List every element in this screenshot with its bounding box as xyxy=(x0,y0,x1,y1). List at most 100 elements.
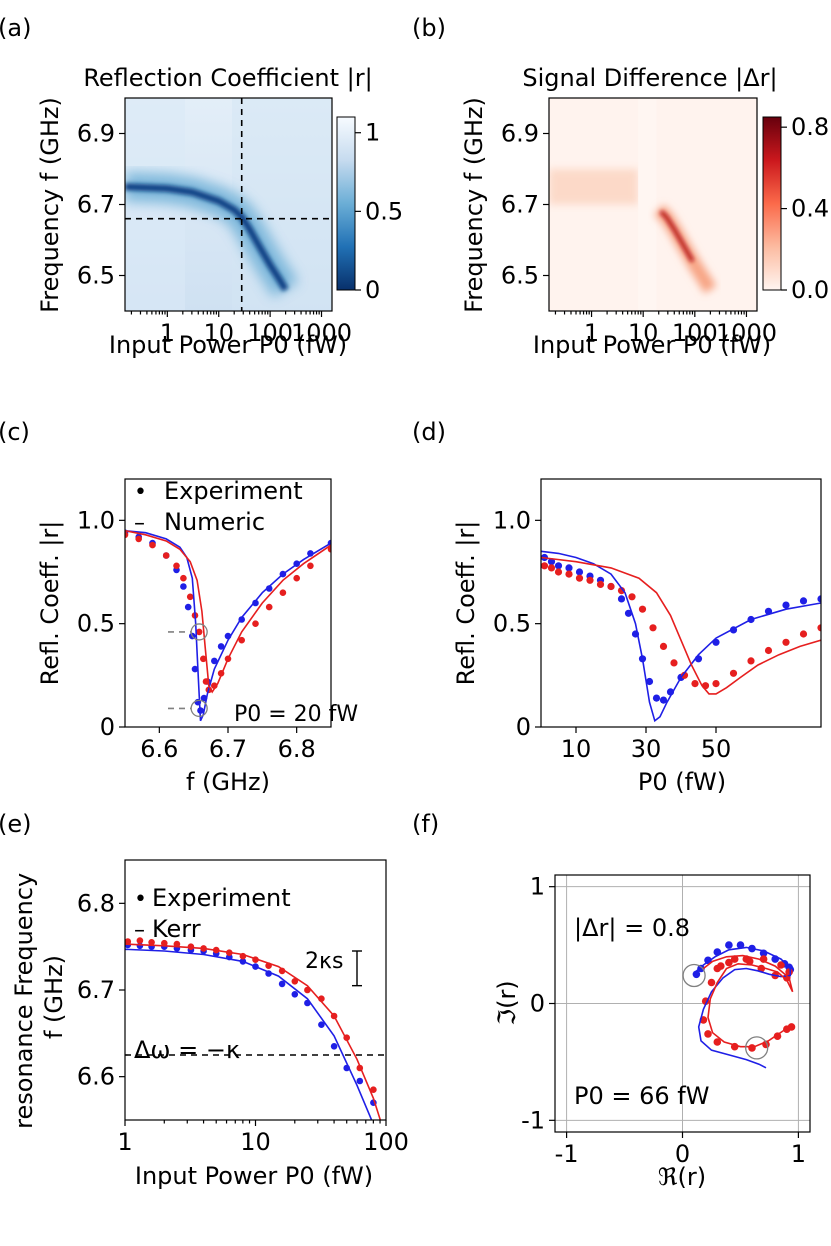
panel-f-plot xyxy=(692,941,796,1069)
panel-a-xtick-label: 1000 xyxy=(291,319,352,347)
panel-a-xtick-label: 10 xyxy=(203,319,234,347)
panel-e-point-blue xyxy=(291,991,299,998)
panel-a-ytick-label: 6.5 xyxy=(77,262,115,290)
panel-a-colorbar xyxy=(336,116,356,291)
panel-f-xtick-label: -1 xyxy=(555,1140,579,1168)
panel-c-line-blue xyxy=(125,529,331,722)
panel-c-point-red xyxy=(162,552,170,559)
panel-f-xlabel: ℜ(r) xyxy=(658,1163,706,1191)
panel-e-xtick-label: 1 xyxy=(117,1128,132,1156)
panel-a-title: Reflection Coefficient |r| xyxy=(83,64,372,92)
panel-e-point-blue xyxy=(330,1043,338,1050)
panel-f-xtick-label: 0 xyxy=(675,1140,690,1168)
panel-c-xlabel: f (GHz) xyxy=(186,768,270,796)
panel-e-legend-marker-kerr: – xyxy=(134,918,145,943)
panel-d-point-red xyxy=(782,638,790,646)
panel-c-marker-circle xyxy=(190,699,208,718)
panel-c: 6.6 6.7 6.800.51.0 • Experiment – Numeric … xyxy=(36,477,358,796)
panel-c-point-red xyxy=(173,562,180,570)
panel-b-heatmap xyxy=(549,98,757,311)
panel-f-point-blue xyxy=(725,941,733,949)
panel-c-point-blue xyxy=(211,657,218,665)
panel-a-ylabel: Frequency f (GHz) xyxy=(36,97,64,313)
panel-d: 10 30 50 0 0.5 1.0 P0 (fW) Refl. Coeff. |r| xyxy=(452,478,822,796)
panel-b-colorbar-tick-label: 0.4 xyxy=(791,195,829,223)
panel-c-ylabel: Refl. Coeff. |r| xyxy=(36,521,64,686)
panel-d-point-red xyxy=(649,624,657,632)
panel-d-point-blue xyxy=(652,694,661,702)
panel-e: 1 10 100 6.6 6.7 6.8 • Experiment – Kerr Δω =… xyxy=(10,859,409,1190)
panel-d-xtick-label: 10 xyxy=(561,735,592,763)
panel-f-ylabel: ℑ(r) xyxy=(493,980,521,1025)
panel-c-point-red xyxy=(125,531,129,539)
panel-f-xtick-label: 1 xyxy=(791,1140,806,1168)
panel-f-axes: -1 0 1 -1 0 1 xyxy=(521,873,806,1168)
panel-f-point-red xyxy=(717,962,725,970)
panel-e-ylabel-line1: resonance Frequency xyxy=(10,873,38,1129)
panel-f: -1 0 1 -1 0 1 |Δr| = 0.8 P0 = 66 fW ℜ(r) ℑ(r) xyxy=(493,873,811,1191)
panel-b-colorbar-tick-label: 0.8 xyxy=(791,113,829,141)
panel-e-point-red xyxy=(125,938,132,945)
panel-c-xtick-label: 6.6 xyxy=(140,735,178,763)
panel-a-heatmap xyxy=(125,98,332,311)
panel-f-annotation-dr: |Δr| = 0.8 xyxy=(574,914,690,942)
panel-c-point-blue xyxy=(191,665,199,673)
panel-b-title: Signal Difference |Δr| xyxy=(522,64,777,92)
panel-c-xtick-label: 6.8 xyxy=(278,735,316,763)
panel-f-ytick-label: 1 xyxy=(530,873,545,901)
panel-e-ytick-label: 6.8 xyxy=(77,889,115,917)
panel-f-point-blue xyxy=(736,941,745,949)
panel-f-marker-circle xyxy=(682,963,706,988)
panel-b-xtick-label: 10 xyxy=(628,319,659,347)
panel-d-point-blue xyxy=(617,595,626,603)
panel-d-point-red xyxy=(547,564,556,572)
panel-e-point-red xyxy=(370,1086,377,1093)
panel-e-point-red xyxy=(161,939,168,947)
panel-d-point-red xyxy=(638,605,647,613)
panel-b-xtick-label: 1000 xyxy=(716,319,777,347)
panel-c-plot xyxy=(125,529,331,722)
panel-d-point-red xyxy=(729,669,738,677)
panel-d-point-red xyxy=(670,659,678,667)
panel-f-point-red xyxy=(777,961,785,969)
panel-d-xtick-label: 30 xyxy=(631,735,662,763)
panel-e-legend-experiment: Experiment xyxy=(152,884,291,912)
panel-d-point-red xyxy=(764,646,773,655)
panel-d-point-red xyxy=(586,576,594,584)
panel-d-point-blue xyxy=(817,595,821,603)
panel-f-line-red xyxy=(702,954,794,1048)
panel-e-legend-marker-experiment: • xyxy=(134,887,147,912)
panel-f-point-red xyxy=(730,955,739,963)
panel-d-plot xyxy=(541,550,821,723)
panel-c-point-red xyxy=(186,593,194,601)
panel-f-point-red xyxy=(745,957,754,966)
panel-d-point-red xyxy=(680,671,689,679)
panel-b-colorbar-ticks: 0.0 0.4 0.8 xyxy=(781,113,829,304)
panel-e-ylabel: resonance Frequency f (GHz) xyxy=(10,865,68,1129)
panel-c-annotation: P0 = 20 fW xyxy=(234,702,358,727)
panel-e-line-blue xyxy=(125,948,373,1120)
panel-f-point-red xyxy=(725,958,733,967)
panel-c-marker-circle xyxy=(190,623,208,641)
panel-label-e: (e) xyxy=(0,810,32,838)
panel-c-ytick-label: 0 xyxy=(100,713,115,741)
panel-b-response-band xyxy=(659,210,695,263)
panel-label-f: (f) xyxy=(412,810,439,838)
panel-b-ylabel: Frequency f (GHz) xyxy=(460,97,488,313)
panel-f-marker-circle xyxy=(745,1036,769,1060)
panel-f-ytick-label: -1 xyxy=(521,1106,545,1134)
panel-d-line-red xyxy=(541,556,821,695)
panel-c-point-red xyxy=(149,541,156,549)
panel-f-markers xyxy=(682,963,769,1060)
panel-d-ytick-label: 0 xyxy=(516,713,531,741)
panel-a-colorbar-tick-label: 0.5 xyxy=(365,197,403,225)
panel-a-colorbar-tick-label: 1 xyxy=(365,119,380,147)
panel-c-line-red xyxy=(125,529,331,694)
panel-d-point-red xyxy=(691,680,699,688)
panel-e-plot xyxy=(125,937,386,1120)
panel-d-point-red xyxy=(554,568,563,576)
panel-a-xtick-label: 100 xyxy=(247,319,293,347)
